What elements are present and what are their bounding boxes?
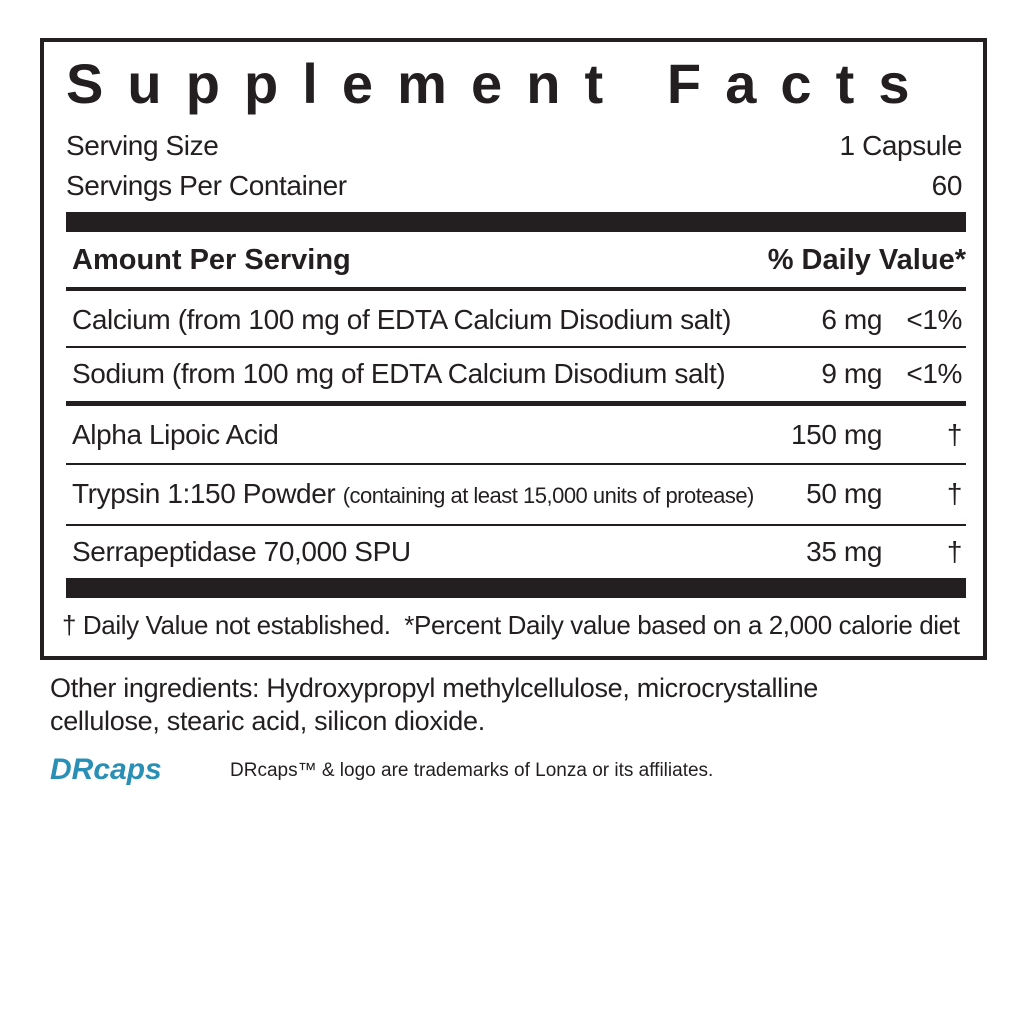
- divider-thick: [66, 212, 966, 232]
- title: Supplement Facts: [66, 52, 934, 115]
- nutrient-name: Serrapeptidase 70,000 SPU: [72, 536, 411, 567]
- divider-thin: [66, 463, 966, 465]
- nutrient-row: Alpha Lipoic Acid 150 mg †: [72, 415, 962, 455]
- daily-value: <1%: [906, 358, 962, 389]
- divider: [66, 401, 966, 406]
- divider-thick: [66, 578, 966, 598]
- daily-value: †: [946, 419, 963, 450]
- amount: 6 mg: [821, 304, 882, 335]
- daily-value: †: [946, 478, 963, 509]
- footnote: † Daily Value not established. *Percent …: [62, 608, 960, 642]
- nutrient-note: (containing at least 15,000 units of pro…: [342, 483, 755, 508]
- nutrient-row: Calcium (from 100 mg of EDTA Calcium Dis…: [72, 300, 962, 340]
- facts-box: [40, 38, 987, 660]
- other-ingredients: Other ingredients: Hydroxypropyl methylc…: [50, 673, 818, 736]
- divider-thin: [66, 524, 966, 526]
- amount: 50 mg: [806, 478, 882, 509]
- serving-label: Servings Per Container: [66, 170, 347, 201]
- nutrient-name: Trypsin 1:150 Powder: [72, 478, 336, 509]
- footnote-dagger: † Daily Value not established.: [62, 610, 391, 640]
- logo-text: DRcaps: [50, 753, 162, 786]
- nutrient-row: Sodium (from 100 mg of EDTA Calcium Diso…: [72, 354, 962, 394]
- amount: 150 mg: [791, 419, 882, 450]
- amount: 35 mg: [806, 536, 882, 567]
- serving-value: 60: [931, 170, 963, 201]
- divider: [66, 287, 966, 291]
- daily-value: <1%: [906, 304, 962, 335]
- header-amount: Amount Per Serving: [72, 244, 351, 276]
- serving-label: Serving Size: [66, 130, 219, 161]
- trademark: DRcaps™ & logo are trademarks of Lonza o…: [230, 760, 714, 781]
- amount: 9 mg: [821, 358, 882, 389]
- nutrient-row: Serrapeptidase 70,000 SPU 35 mg †: [72, 532, 962, 572]
- logo: DRcaps: [50, 752, 162, 788]
- footnote-percent: *Percent Daily value based on a 2,000 ca…: [404, 610, 960, 640]
- nutrient-name: Sodium (from 100 mg of EDTA Calcium Diso…: [72, 358, 726, 389]
- header-daily-value: % Daily Value*: [767, 244, 966, 276]
- nutrient-row: Trypsin 1:150 Powder (containing at leas…: [72, 474, 962, 514]
- divider-thin: [66, 346, 966, 348]
- nutrient-name: Alpha Lipoic Acid: [72, 419, 279, 450]
- daily-value: †: [946, 536, 963, 567]
- serving-value: 1 Capsule: [839, 130, 963, 161]
- nutrient-name: Calcium (from 100 mg of EDTA Calcium Dis…: [72, 304, 732, 335]
